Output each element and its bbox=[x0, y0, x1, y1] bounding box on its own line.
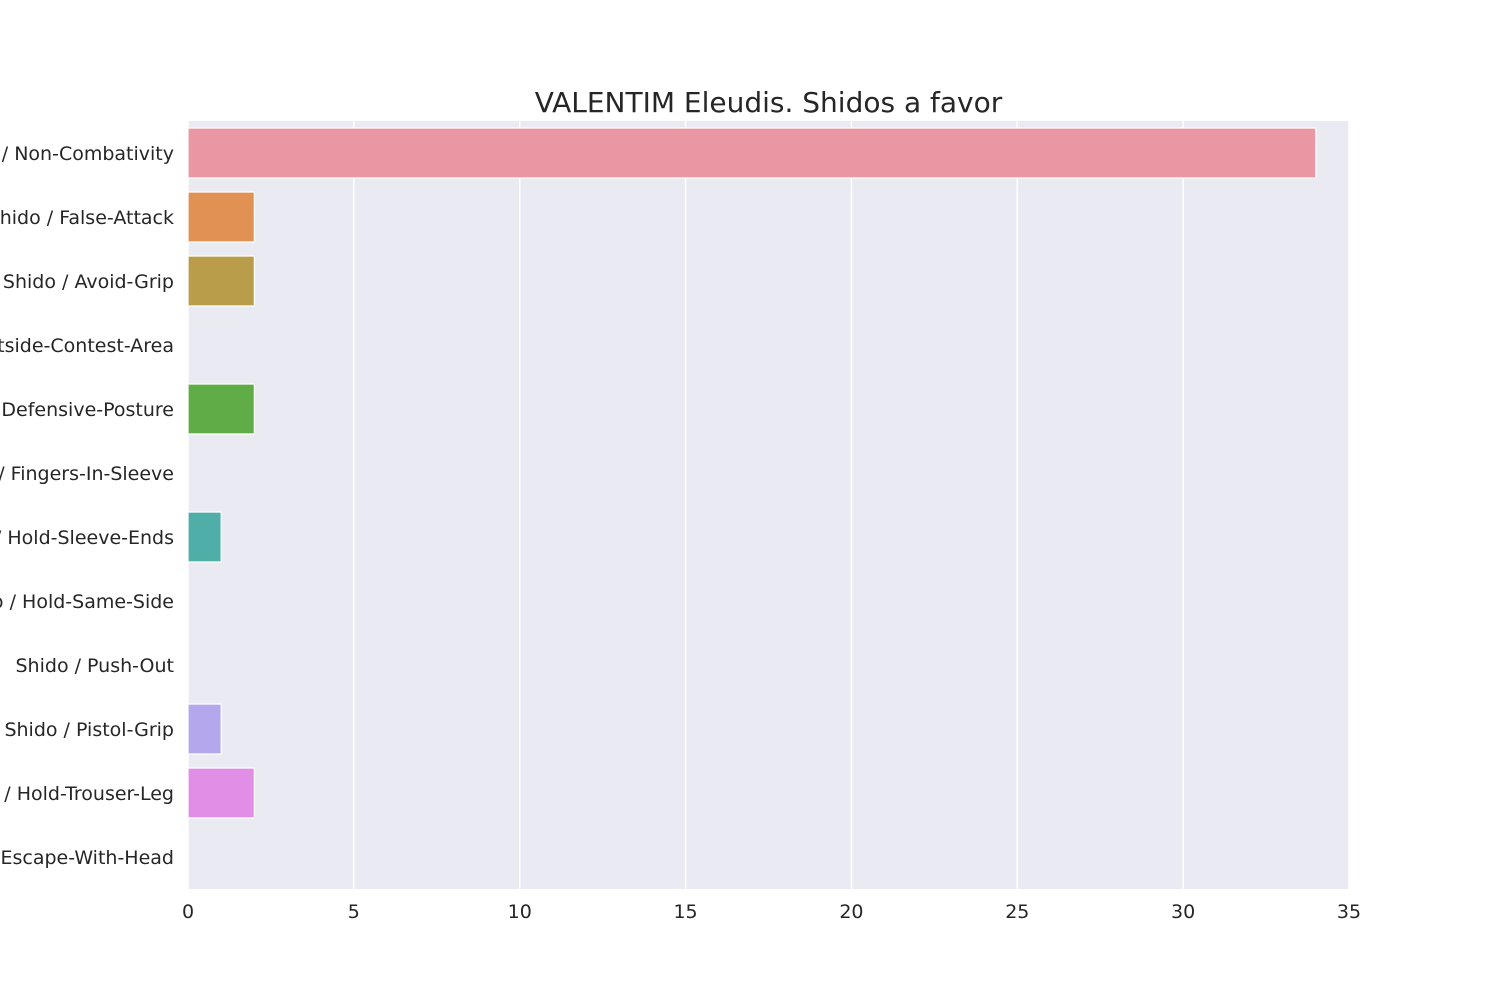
bars bbox=[187, 127, 1317, 819]
bar bbox=[187, 127, 1317, 179]
plot-area bbox=[188, 121, 1349, 889]
bar bbox=[187, 255, 255, 307]
y-tick-label: Shido / Hold-Same-Side bbox=[0, 591, 174, 613]
y-tick-label: Shido / Hold-Trouser-Leg bbox=[0, 783, 174, 805]
x-tick-label: 25 bbox=[1005, 901, 1029, 923]
y-tick-labels: Shido / Non-Combativity Shido / False-Att… bbox=[0, 143, 174, 869]
y-tick-label: Shido / Avoid-Grip bbox=[3, 271, 174, 293]
x-tick-label: 20 bbox=[839, 901, 863, 923]
x-tick-label: 15 bbox=[673, 901, 697, 923]
y-tick-label: Shido / Fingers-In-Sleeve bbox=[0, 463, 174, 485]
bar bbox=[187, 383, 255, 435]
bar bbox=[187, 191, 255, 243]
bar bbox=[187, 767, 255, 819]
y-tick-label: Shido / Hold-Sleeve-Ends bbox=[0, 527, 174, 549]
bar bbox=[187, 703, 222, 755]
bar bbox=[187, 511, 222, 563]
gridlines bbox=[187, 121, 1350, 889]
x-tick-label: 30 bbox=[1171, 901, 1195, 923]
y-tick-label: Shido / Non-Combativity bbox=[0, 143, 174, 165]
x-tick-labels: 0 5 10 15 20 25 30 35 bbox=[182, 901, 1361, 923]
x-tick-label: 35 bbox=[1337, 901, 1361, 923]
y-tick-label: Shido / Escape-With-Head bbox=[0, 847, 174, 869]
x-tick-label: 5 bbox=[348, 901, 360, 923]
y-tick-label: Shido / Push-Out bbox=[16, 655, 175, 677]
y-tick-label: Shido / Pistol-Grip bbox=[4, 719, 174, 741]
y-tick-label: Shido / Outside-Contest-Area bbox=[0, 335, 174, 357]
x-tick-label: 10 bbox=[508, 901, 532, 923]
y-tick-label: Shido / False-Attack bbox=[0, 207, 174, 229]
y-tick-label: Shido / Defensive-Posture bbox=[0, 399, 174, 421]
chart-title: VALENTIM Eleudis. Shidos a favor bbox=[535, 86, 1003, 119]
x-tick-label: 0 bbox=[182, 901, 194, 923]
